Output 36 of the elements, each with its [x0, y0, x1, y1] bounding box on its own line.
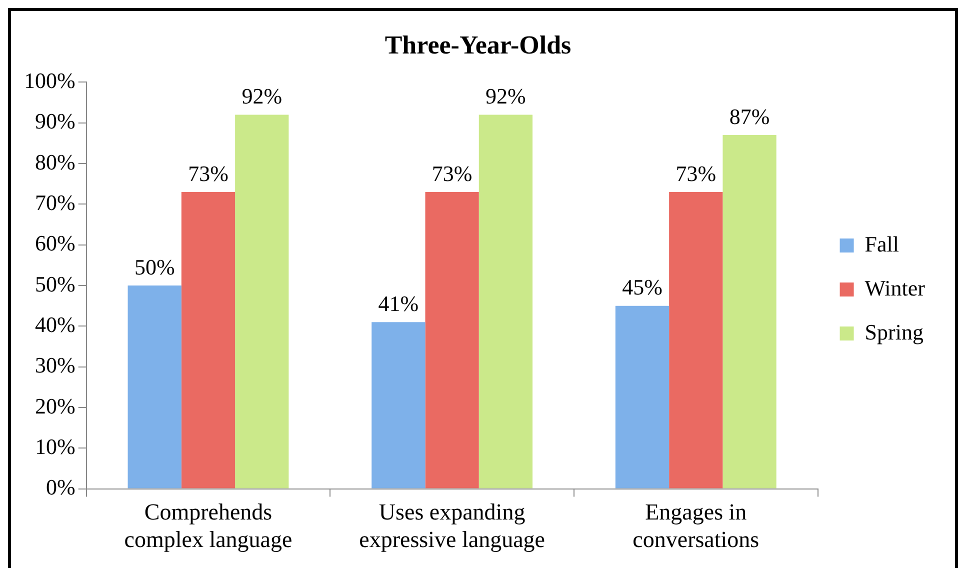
- data-label: 73%: [188, 160, 228, 186]
- y-tick-label: 30%: [35, 352, 76, 378]
- x-tick-label: Engages in conversations: [632, 500, 760, 552]
- bar: [235, 114, 289, 488]
- y-tick-label: 60%: [35, 230, 76, 256]
- y-tick-label: 80%: [35, 149, 76, 174]
- bar: [669, 192, 723, 488]
- y-tick-label: 100%: [24, 68, 76, 93]
- bar: [128, 286, 182, 488]
- legend-label: Winter: [864, 275, 926, 300]
- y-tick-label: 90%: [35, 108, 76, 134]
- data-label: 41%: [378, 290, 419, 316]
- legend-label: Fall: [864, 231, 900, 256]
- chart-title: Three-Year-Olds: [384, 30, 572, 60]
- data-label: 92%: [486, 84, 526, 109]
- bar: [425, 192, 479, 488]
- y-tick-label: 10%: [35, 434, 76, 459]
- data-label: 50%: [134, 254, 175, 280]
- y-tick-label: 40%: [35, 312, 76, 337]
- legend-label: Spring: [864, 319, 924, 344]
- bar: [615, 306, 670, 488]
- bar: [478, 114, 533, 488]
- data-label: 92%: [242, 84, 282, 109]
- data-label: 73%: [676, 160, 716, 186]
- y-tick-label: 70%: [35, 190, 76, 215]
- data-label: 87%: [729, 104, 770, 129]
- bar: [181, 192, 236, 488]
- data-label: 45%: [622, 274, 662, 300]
- x-tick-label: Comprehends complex language: [124, 500, 292, 552]
- y-tick-label: 0%: [46, 474, 76, 500]
- x-tick-label: Uses expanding expressive language: [359, 500, 545, 552]
- bar: [372, 322, 426, 488]
- y-tick-label: 20%: [35, 393, 76, 418]
- data-label: 73%: [432, 160, 472, 186]
- y-tick-label: 50%: [35, 271, 76, 296]
- bar: [722, 135, 776, 488]
